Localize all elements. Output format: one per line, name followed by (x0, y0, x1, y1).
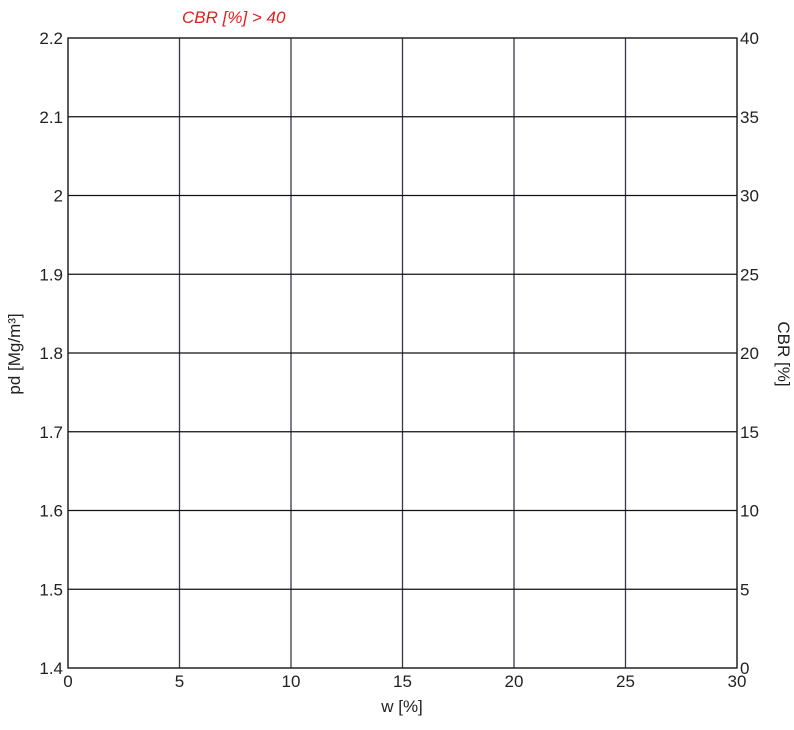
y-right-tick-label: 35 (740, 108, 759, 127)
y-right-tick-label: 30 (740, 187, 759, 206)
y-left-tick-label: 2.2 (39, 29, 63, 48)
x-tick-label: 25 (616, 672, 635, 691)
x-tick-label: 10 (282, 672, 301, 691)
y-right-tick-label: 25 (740, 265, 759, 284)
y-left-tick-label: 1.5 (39, 580, 63, 599)
y-left-tick-label: 1.4 (39, 659, 63, 678)
y-right-tick-label: 40 (740, 29, 759, 48)
y-left-tick-label: 1.8 (39, 344, 63, 363)
tick-layer: 0 5 10 15 20 25 30 1.4 1.5 1.6 1.7 1.8 1.9 2 2.1 2.2 0 5 1… (39, 29, 759, 691)
y-axis-left-label: pd [Mg/m³] (5, 313, 24, 394)
x-tick-label: 15 (393, 672, 412, 691)
y-left-tick-label: 2.1 (39, 108, 63, 127)
y-right-tick-label: 10 (740, 502, 759, 521)
y-right-tick-label: 0 (740, 659, 749, 678)
y-axis-right-label: CBR [%] (774, 321, 793, 386)
y-right-tick-label: 15 (740, 423, 759, 442)
y-left-tick-label: 2 (54, 187, 63, 206)
y-right-tick-label: 5 (740, 580, 749, 599)
x-tick-label: 20 (505, 672, 524, 691)
y-left-tick-label: 1.7 (39, 423, 63, 442)
y-left-tick-label: 1.9 (39, 265, 63, 284)
cbr-annotation: CBR [%] > 40 (182, 8, 286, 27)
y-right-tick-label: 20 (740, 344, 759, 363)
grid-layer (67, 37, 738, 669)
plot-frame (67, 37, 738, 669)
x-tick-label: 30 (728, 672, 747, 691)
x-tick-label: 0 (63, 672, 72, 691)
x-axis-label: w [%] (380, 697, 423, 716)
y-left-tick-label: 1.6 (39, 502, 63, 521)
x-tick-label: 5 (175, 672, 184, 691)
